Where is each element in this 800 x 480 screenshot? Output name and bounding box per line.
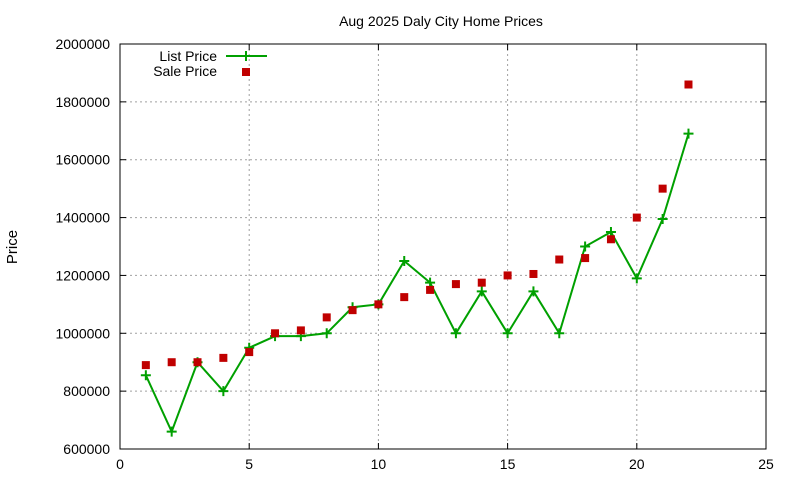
sale-price-point bbox=[167, 358, 176, 367]
y-tick-label: 1200000 bbox=[55, 267, 110, 283]
list-price-point bbox=[166, 426, 177, 437]
plot-frame bbox=[119, 43, 767, 450]
sale-price-point bbox=[322, 313, 331, 322]
x-tick-label: 10 bbox=[371, 456, 387, 472]
sale-price-point bbox=[426, 285, 435, 294]
list-price-point bbox=[657, 214, 668, 225]
series-layer bbox=[140, 80, 694, 437]
y-tick-label: 600000 bbox=[63, 441, 110, 457]
sale-price-point bbox=[503, 271, 512, 280]
list-price-point bbox=[554, 328, 565, 339]
list-price-point bbox=[683, 128, 694, 139]
sale-price-point bbox=[451, 280, 460, 289]
x-tick-label: 5 bbox=[245, 456, 253, 472]
y-tick-label: 2000000 bbox=[55, 36, 110, 52]
sale-price-point bbox=[348, 306, 357, 315]
legend-label-list-price: List Price bbox=[159, 48, 217, 64]
sale-price-point bbox=[632, 213, 641, 222]
sale-price-point bbox=[296, 326, 305, 335]
sale-price-point bbox=[606, 235, 615, 244]
list-price-point bbox=[502, 328, 513, 339]
sale-price-point bbox=[141, 361, 150, 370]
tick-layer: 0 5 10 15 20 25 600000 800000 1000000 1200000 1400… bbox=[55, 36, 774, 472]
sale-price-point bbox=[193, 358, 202, 367]
legend-marker-list-price bbox=[241, 51, 251, 61]
list-price-point bbox=[631, 273, 642, 284]
sale-price-point bbox=[400, 293, 409, 302]
list-price-line bbox=[144, 133, 690, 435]
sale-price-point bbox=[245, 348, 254, 357]
x-tick-label: 0 bbox=[116, 456, 124, 472]
list-price-point bbox=[450, 328, 461, 339]
legend: List Price Sale Price bbox=[153, 48, 267, 79]
legend-marker-sale-price bbox=[242, 68, 250, 76]
sale-price-point bbox=[581, 254, 590, 263]
y-tick-label: 1000000 bbox=[55, 325, 110, 341]
list-price-point bbox=[528, 286, 539, 297]
sale-price-point bbox=[477, 278, 486, 287]
sale-price-point bbox=[684, 80, 693, 89]
list-price-point bbox=[140, 370, 151, 381]
x-tick-label: 20 bbox=[629, 456, 645, 472]
y-tick-label: 800000 bbox=[63, 383, 110, 399]
chart-title: Aug 2025 Daly City Home Prices bbox=[339, 13, 543, 29]
y-axis-label: Price bbox=[4, 230, 21, 264]
list-price-point bbox=[476, 286, 487, 297]
sale-price-point bbox=[658, 184, 667, 193]
list-price-point bbox=[399, 255, 410, 266]
y-tick-label: 1600000 bbox=[55, 152, 110, 168]
sale-price-point bbox=[555, 255, 564, 264]
sale-price-point bbox=[529, 269, 538, 278]
x-tick-label: 25 bbox=[758, 456, 774, 472]
sale-price-point bbox=[374, 300, 383, 309]
list-price-point bbox=[321, 328, 332, 339]
list-price-point bbox=[580, 241, 591, 252]
sale-price-point bbox=[219, 353, 228, 362]
list-price-point bbox=[218, 386, 229, 397]
y-tick-label: 1400000 bbox=[55, 210, 110, 226]
grid-layer bbox=[120, 44, 766, 449]
x-tick-label: 15 bbox=[500, 456, 516, 472]
legend-label-sale-price: Sale Price bbox=[153, 63, 217, 79]
y-tick-label: 1800000 bbox=[55, 94, 110, 110]
sale-price-point bbox=[271, 329, 280, 338]
